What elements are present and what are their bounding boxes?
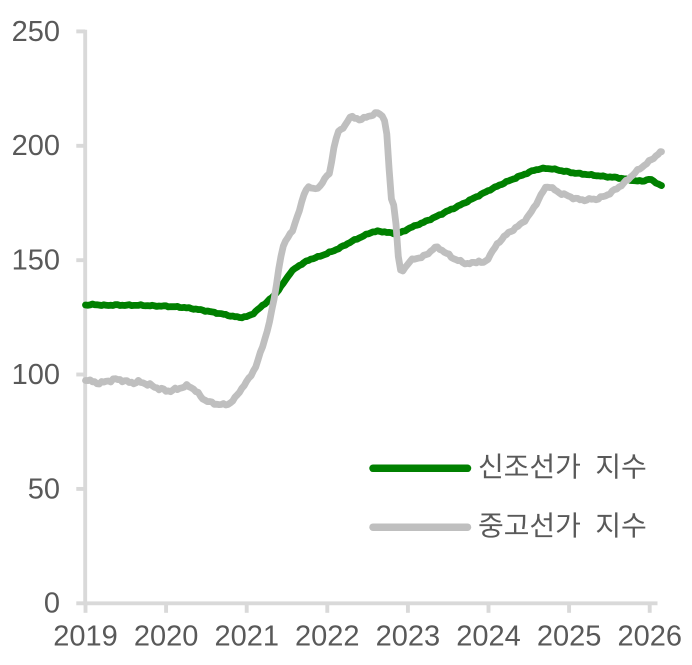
svg-text:2020: 2020 bbox=[134, 621, 199, 653]
svg-text:2022: 2022 bbox=[295, 621, 360, 653]
svg-text:0: 0 bbox=[44, 588, 60, 620]
svg-text:50: 50 bbox=[28, 473, 60, 505]
svg-text:2023: 2023 bbox=[376, 621, 441, 653]
svg-text:100: 100 bbox=[12, 359, 60, 391]
svg-text:2026: 2026 bbox=[617, 621, 682, 653]
svg-text:2025: 2025 bbox=[537, 621, 602, 653]
svg-text:2021: 2021 bbox=[214, 621, 279, 653]
svg-text:2019: 2019 bbox=[53, 621, 118, 653]
svg-text:250: 250 bbox=[12, 16, 60, 48]
svg-text:150: 150 bbox=[12, 245, 60, 277]
svg-text:2024: 2024 bbox=[456, 621, 521, 653]
svg-text:200: 200 bbox=[12, 130, 60, 162]
